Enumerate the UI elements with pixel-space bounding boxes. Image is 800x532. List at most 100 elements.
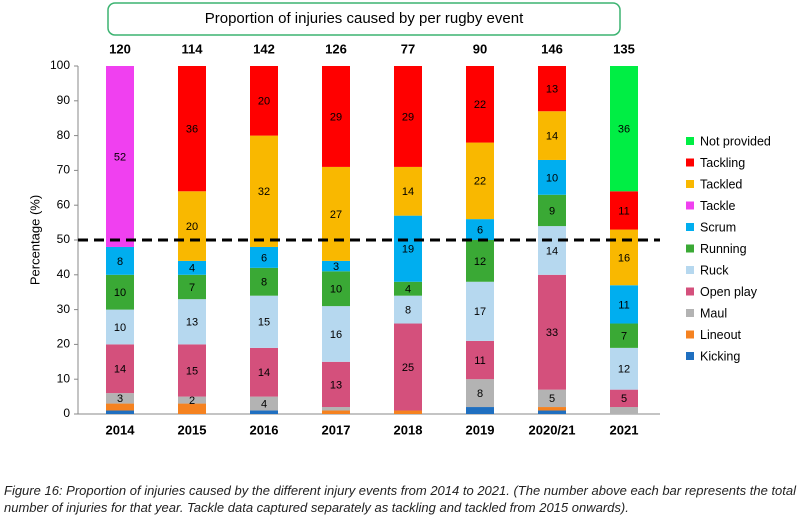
legend-swatch <box>686 309 694 317</box>
bar-segment <box>250 267 278 296</box>
bar-segment <box>610 407 638 414</box>
bar-segment <box>178 260 206 275</box>
data-label: 12 <box>474 256 486 268</box>
x-tick-label: 2020/21 <box>529 422 576 437</box>
data-label: 13 <box>546 84 558 96</box>
legend-label: Kicking <box>700 349 740 363</box>
legend-swatch <box>686 244 694 253</box>
bar-segment <box>322 306 350 362</box>
bar-segment <box>538 410 566 414</box>
bar-segment <box>322 66 350 167</box>
legend-swatch <box>686 201 694 210</box>
bar-segment <box>322 361 350 408</box>
legend-swatch <box>686 180 694 188</box>
legend-label: Ruck <box>700 263 729 277</box>
legend-swatch <box>686 352 694 360</box>
x-tick-label: 2021 <box>610 422 639 437</box>
bar-segment <box>610 66 638 192</box>
y-tick-label: 90 <box>57 93 71 107</box>
y-tick-label: 30 <box>57 302 71 316</box>
y-tick-label: 10 <box>57 371 71 385</box>
data-label: 15 <box>258 317 270 329</box>
data-label: 2 <box>189 395 195 407</box>
bar-segment <box>394 66 422 167</box>
data-label: 14 <box>258 367 270 379</box>
bar-segment <box>538 66 566 112</box>
bar-segment <box>106 246 134 275</box>
bar-segment <box>466 379 494 408</box>
data-label: 29 <box>402 111 414 123</box>
bar-segment <box>466 407 494 414</box>
legend-label: Scrum <box>700 220 736 234</box>
data-label: 22 <box>474 176 486 188</box>
legend-label: Maul <box>700 306 727 320</box>
x-tick-label: 2015 <box>178 422 207 437</box>
bar-segment <box>538 274 566 390</box>
legend-swatch <box>686 158 694 167</box>
total-label: 135 <box>613 41 635 56</box>
bar-segment <box>250 396 278 411</box>
data-label: 5 <box>549 393 555 405</box>
total-label: 142 <box>253 41 275 56</box>
bar-segment <box>466 66 494 143</box>
data-label: 11 <box>474 355 485 367</box>
data-label: 10 <box>114 287 126 299</box>
bar-segment <box>106 410 134 414</box>
x-tick-label: 2019 <box>466 422 495 437</box>
legend-swatch <box>686 223 694 231</box>
x-tick-label: 2016 <box>250 422 279 437</box>
bar-segment <box>322 407 350 411</box>
chart: Proportion of injuries caused by per rug… <box>27 2 771 437</box>
bar-segment <box>322 271 350 307</box>
data-label: 4 <box>405 284 411 296</box>
data-label: 8 <box>405 305 411 317</box>
data-label: 29 <box>330 111 342 123</box>
legend-label: Tackled <box>700 177 742 191</box>
bar-segment <box>178 66 206 192</box>
y-axis-label: Percentage (%) <box>27 195 42 285</box>
data-label: 12 <box>618 364 630 376</box>
total-label: 90 <box>473 41 487 56</box>
bar-segment <box>538 111 566 160</box>
legend-label: Not provided <box>700 134 771 148</box>
data-label: 15 <box>186 365 198 377</box>
data-label: 22 <box>474 99 486 111</box>
bar-segment <box>610 389 638 408</box>
data-label: 11 <box>618 205 629 217</box>
data-label: 7 <box>621 331 627 343</box>
bar-segment <box>394 281 422 296</box>
y-tick-label: 50 <box>57 232 71 246</box>
caption: Figure 16: Proportion of injuries caused… <box>4 483 797 515</box>
y-tick-label: 80 <box>57 128 71 142</box>
data-label: 16 <box>618 252 630 264</box>
bar-segment <box>106 309 134 345</box>
data-label: 14 <box>114 364 126 376</box>
bar-segment <box>538 407 566 411</box>
legend-swatch <box>686 330 694 339</box>
data-label: 6 <box>261 252 267 264</box>
legend-label: Tackle <box>700 199 735 213</box>
bar-segment <box>394 166 422 216</box>
bar-segment <box>466 281 494 341</box>
bar-segment <box>106 344 134 394</box>
data-label: 4 <box>189 263 195 275</box>
legend-swatch <box>686 137 694 145</box>
data-label: 6 <box>477 224 483 236</box>
data-label: 17 <box>474 306 486 318</box>
bar-segment <box>250 410 278 414</box>
total-label: 77 <box>401 41 415 56</box>
data-label: 20 <box>186 221 198 233</box>
data-label: 16 <box>330 329 342 341</box>
data-label: 5 <box>621 393 627 405</box>
bar-segment <box>250 246 278 268</box>
data-label: 19 <box>402 244 414 256</box>
data-label: 10 <box>330 284 342 296</box>
legend-label: Open play <box>700 285 758 299</box>
legend-label: Lineout <box>700 328 742 342</box>
bar-segment <box>466 240 494 282</box>
data-label: 13 <box>186 317 198 329</box>
y-tick-label: 20 <box>57 337 71 351</box>
legend-swatch <box>686 287 694 296</box>
data-label: 36 <box>186 124 198 136</box>
data-label: 8 <box>117 256 123 268</box>
